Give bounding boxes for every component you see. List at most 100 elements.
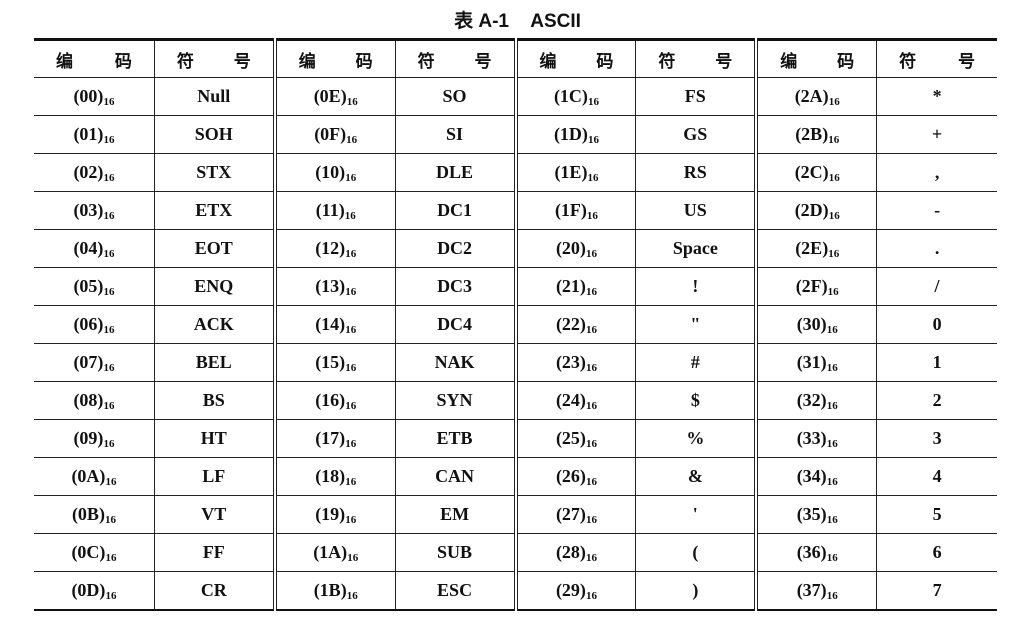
symbol-cell: Null — [153, 77, 275, 116]
symbol-cell: LF — [153, 457, 275, 496]
symbol-cell: ETX — [153, 191, 275, 230]
symbol-cell: 3 — [876, 419, 997, 458]
code-cell: (14)16 — [272, 305, 396, 344]
symbol-cell: / — [876, 267, 997, 306]
base-subscript: 16 — [103, 323, 115, 336]
base-subscript: 16 — [828, 171, 840, 184]
base-subscript: 16 — [103, 133, 115, 146]
base-subscript: 16 — [585, 437, 597, 450]
header-char: 号 — [958, 51, 975, 72]
symbol-cell: Space — [635, 229, 757, 268]
code-value: (0D) — [71, 579, 106, 600]
code-value: (1C) — [553, 85, 588, 106]
code-value: (0B) — [71, 503, 105, 524]
code-cell: (0D)16 — [34, 571, 155, 611]
symbol-cell: 4 — [876, 457, 997, 496]
code-value: (1A) — [313, 541, 348, 562]
code-cell: (32)16 — [754, 381, 877, 420]
code-value: (25) — [555, 427, 586, 448]
base-subscript: 16 — [585, 361, 597, 374]
base-subscript: 16 — [346, 133, 358, 146]
symbol-cell: US — [635, 191, 757, 230]
code-value: (32) — [796, 389, 827, 410]
symbol-cell: - — [876, 191, 997, 230]
base-subscript: 16 — [587, 95, 599, 108]
base-subscript: 16 — [104, 513, 116, 526]
base-subscript: 16 — [826, 475, 838, 488]
table-row: (03)16 ETX (11)16 DC1 (1F)16 US (2D)16- — [34, 191, 997, 230]
table-row: (05)16 ENQ (13)16 DC3 (21)16! (2F)16/ — [34, 267, 997, 306]
code-cell: (35)16 — [754, 495, 877, 534]
code-cell: (11)16 — [272, 191, 396, 230]
header-char: 码 — [114, 51, 132, 72]
code-cell: (01)16 — [34, 115, 155, 154]
symbol-cell: SOH — [153, 115, 275, 154]
code-value: (2E) — [795, 237, 829, 258]
base-subscript: 16 — [347, 551, 359, 564]
base-subscript: 16 — [586, 209, 598, 222]
code-value: (0A) — [71, 465, 106, 486]
table-row: (07)16 BEL (15)16 NAK (23)16 # (31)16 1 — [34, 343, 997, 382]
symbol-cell: & — [635, 457, 757, 496]
code-cell: (21)16 — [513, 267, 636, 306]
base-subscript: 16 — [826, 323, 838, 336]
base-subscript: 16 — [346, 589, 358, 602]
code-cell: (13)16 — [272, 267, 396, 306]
code-value: (14) — [315, 313, 346, 334]
header-char: 符 — [417, 51, 435, 72]
symbol-cell: * — [876, 77, 997, 116]
symbol-cell: RS — [635, 153, 757, 192]
header-symbol: 符号 — [876, 39, 997, 78]
code-cell: (2B)16 — [754, 115, 877, 154]
header-code: 编码 — [272, 39, 396, 78]
symbol-cell: HT — [153, 419, 275, 458]
base-subscript: 16 — [828, 133, 840, 146]
symbol-cell: # — [635, 343, 757, 382]
symbol-cell: 6 — [876, 533, 997, 572]
code-cell: (2E)16 — [754, 229, 877, 268]
base-subscript: 16 — [345, 399, 357, 412]
base-subscript: 16 — [105, 551, 117, 564]
symbol-cell: CAN — [394, 457, 516, 496]
base-subscript: 16 — [828, 95, 840, 108]
code-value: (30) — [796, 313, 827, 334]
code-cell: (07)16 — [34, 343, 155, 382]
code-cell: (08)16 — [34, 381, 155, 420]
header-code: 编码 — [513, 39, 636, 78]
base-subscript: 16 — [826, 437, 838, 450]
base-subscript: 16 — [826, 361, 838, 374]
table-row: (0C)16 FF (1A)16 SUB (28)16((36)16 6 — [34, 533, 997, 572]
code-cell: (0B)16 — [34, 495, 155, 534]
table-row: (00)16 Null (0E)16 SO (1C)16 FS (2A)16 * — [34, 77, 997, 116]
symbol-cell: % — [635, 419, 757, 458]
code-cell: (23)16 — [513, 343, 636, 382]
base-subscript: 16 — [826, 551, 838, 564]
base-subscript: 16 — [826, 589, 838, 602]
header-char: 编 — [56, 51, 73, 72]
code-value: (09) — [73, 427, 104, 448]
symbol-cell: GS — [635, 115, 757, 154]
base-subscript: 16 — [345, 361, 357, 374]
table-number: 表 A-1 — [454, 11, 509, 32]
table-row: (06)16 ACK (14)16 DC4 (22)16 " (30)16 0 — [34, 305, 997, 344]
code-value: (1F) — [554, 199, 587, 220]
header-char: 符 — [899, 51, 917, 72]
code-cell: (0C)16 — [34, 533, 155, 572]
code-cell: (0E)16 — [272, 77, 396, 116]
ascii-table: 编码符号编码符号编码符号编码符号 (00)16 Null (0E)16 SO (1C)1… — [34, 38, 997, 611]
header-symbol: 符号 — [153, 39, 275, 78]
table-row: (02)16 STX (10)16 DLE (1E)16 RS (2C)16, — [34, 153, 997, 192]
header-char: 符 — [658, 51, 676, 72]
base-subscript: 16 — [346, 95, 358, 108]
base-subscript: 16 — [585, 247, 597, 260]
base-subscript: 16 — [103, 437, 115, 450]
code-value: (20) — [555, 237, 586, 258]
symbol-cell: 1 — [876, 343, 997, 382]
code-value: (29) — [555, 579, 586, 600]
code-cell: (22)16 — [513, 305, 636, 344]
code-value: (10) — [315, 161, 346, 182]
base-subscript: 16 — [345, 475, 357, 488]
symbol-cell: EM — [394, 495, 516, 534]
symbol-cell: SYN — [394, 381, 516, 420]
code-value: (18) — [315, 465, 346, 486]
